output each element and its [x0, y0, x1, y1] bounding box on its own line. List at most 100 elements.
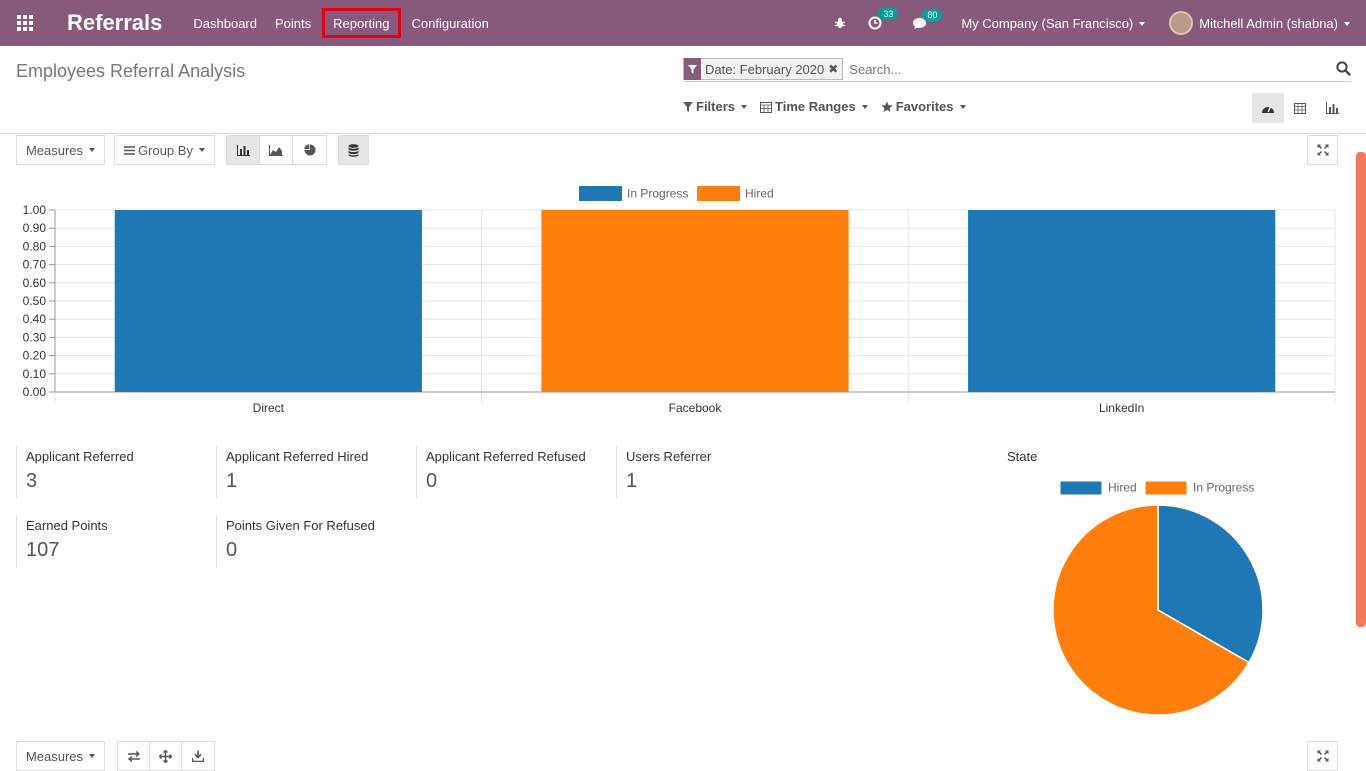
kpi-value: 107 [26, 539, 60, 561]
group-by-dropdown[interactable]: Group By [114, 135, 215, 165]
messages-chat-icon[interactable]: 80 [912, 8, 943, 30]
legend-swatch [697, 186, 740, 201]
bottom-measures-dropdown[interactable]: Measures [16, 741, 105, 771]
kpi-label: Points Given For Refused [226, 518, 375, 533]
pie-chart-icon [303, 144, 315, 156]
chevron-down-icon [861, 104, 868, 109]
search-bar[interactable]: Date: February 2020 ✖ [683, 57, 1351, 82]
x-tick-label: Direct [253, 401, 285, 415]
y-tick-label: 0.90 [23, 221, 47, 235]
x-tick-label: LinkedIn [1099, 401, 1144, 415]
view-switcher [1252, 93, 1348, 123]
debug-bug-icon[interactable] [834, 17, 846, 29]
legend-swatch [1144, 480, 1188, 496]
bar-chart: In Progress Hired 1.00 0.90 0.80 0.70 0.60 0.50… [23, 186, 1336, 415]
pie-slice-hired [1157, 504, 1264, 664]
stacked-toggle-button[interactable] [338, 135, 369, 165]
chart-type-buttons [226, 135, 327, 165]
kpi-value: 1 [626, 470, 638, 492]
company-switcher[interactable]: My Company (San Francisco) [961, 15, 1146, 31]
menu-reporting[interactable]: Reporting [322, 8, 401, 38]
x-tick-label: Facebook [669, 401, 723, 415]
download-button[interactable] [182, 742, 214, 770]
expand-all-button[interactable] [150, 742, 182, 770]
messages-count-badge: 80 [922, 8, 943, 21]
kpi-value: 1 [226, 470, 238, 492]
company-name: My Company (San Francisco) [961, 15, 1134, 31]
flip-axis-button[interactable] [118, 742, 150, 770]
dashboard-view-button[interactable] [1252, 93, 1284, 123]
legend-label: In Progress [627, 187, 688, 201]
bottom-expand-button[interactable] [1307, 741, 1338, 771]
bar-facebook-hired [541, 210, 849, 392]
y-tick-label: 0.80 [23, 239, 47, 253]
calendar-icon [760, 101, 773, 113]
activity-clock-icon[interactable]: 33 [868, 8, 899, 30]
chevron-down-icon [959, 104, 966, 109]
time-ranges-dropdown[interactable]: Time Ranges [760, 99, 868, 114]
bar-chart-icon [236, 144, 250, 156]
kpi-applicant-referred-refused[interactable]: Applicant Referred Refused 0 [416, 446, 611, 498]
kpi-value: 0 [226, 539, 238, 561]
kpi-value: 0 [426, 470, 438, 492]
chevron-down-icon [741, 104, 748, 109]
y-tick-label: 0.20 [23, 349, 47, 363]
kpi-label: Applicant Referred [26, 449, 134, 464]
pivot-action-buttons [117, 741, 215, 771]
group-by-label: Group By [138, 142, 193, 158]
y-tick-label: 0.50 [23, 294, 47, 308]
line-chart-button[interactable] [260, 136, 293, 164]
kpi-applicant-referred-hired[interactable]: Applicant Referred Hired 1 [216, 446, 411, 498]
filters-label: Filters [696, 99, 736, 114]
kpi-label: Applicant Referred Hired [226, 449, 369, 464]
page-title: Employees Referral Analysis [16, 61, 246, 81]
y-tick-label: 0.40 [23, 312, 47, 326]
kpi-points-given-for-refused[interactable]: Points Given For Refused 0 [216, 515, 411, 567]
kpi-label: Earned Points [26, 518, 108, 533]
kpi-earned-points[interactable]: Earned Points 107 [16, 515, 211, 567]
kpi-applicant-referred[interactable]: Applicant Referred 3 [16, 446, 211, 498]
tachometer-icon [1262, 105, 1274, 113]
menu-configuration[interactable]: Configuration [411, 15, 489, 31]
scrollbar[interactable] [1356, 152, 1366, 627]
graph-view-button[interactable] [1316, 93, 1348, 123]
filters-dropdown[interactable]: Filters [683, 99, 748, 114]
search-input[interactable] [849, 61, 1310, 77]
list-icon [124, 145, 136, 155]
pivot-view-button[interactable] [1284, 93, 1316, 123]
user-menu[interactable]: Mitchell Admin (shabna) [1199, 16, 1350, 31]
measures-label: Measures [25, 142, 84, 158]
favorites-dropdown[interactable]: Favorites [881, 99, 966, 114]
control-panel: Employees Referral Analysis Date: Februa… [0, 46, 1366, 134]
close-icon[interactable]: ✖ [828, 62, 839, 76]
legend-label: Hired [1108, 481, 1137, 495]
menu-points[interactable]: Points [275, 15, 312, 31]
y-tick-label: 1.00 [23, 203, 47, 217]
top-navbar: Referrals Dashboard Points Reporting Con… [0, 0, 1366, 46]
bar-linkedin-in-progress [968, 210, 1276, 392]
kpi-value: 3 [26, 470, 38, 492]
apps-menu-icon[interactable] [0, 0, 50, 46]
search-icon[interactable] [1336, 61, 1351, 79]
expand-button[interactable] [1307, 135, 1338, 165]
bar-chart-button[interactable] [227, 136, 260, 164]
filter-icon [684, 58, 701, 80]
user-name: Mitchell Admin (shabna) [1199, 15, 1338, 31]
search-facet[interactable]: Date: February 2020 ✖ [683, 58, 844, 80]
time-ranges-label: Time Ranges [775, 99, 856, 114]
y-tick-label: 0.00 [23, 385, 47, 399]
pie-chart-button[interactable] [293, 136, 326, 164]
pie-chart-title: State [1007, 449, 1038, 464]
legend-swatch [1059, 480, 1103, 496]
star-icon [881, 101, 893, 112]
table-icon [1294, 102, 1306, 114]
area-chart-icon [269, 144, 283, 156]
menu-dashboard[interactable]: Dashboard [193, 15, 257, 31]
exchange-icon [127, 750, 140, 762]
kpi-users-referrer[interactable]: Users Referrer 1 [616, 446, 811, 498]
chevron-down-icon [1139, 22, 1146, 27]
arrows-icon [159, 749, 172, 763]
measures-dropdown[interactable]: Measures [16, 135, 105, 165]
user-avatar[interactable] [1169, 11, 1194, 35]
pie-slice-in-progress [1052, 504, 1250, 716]
